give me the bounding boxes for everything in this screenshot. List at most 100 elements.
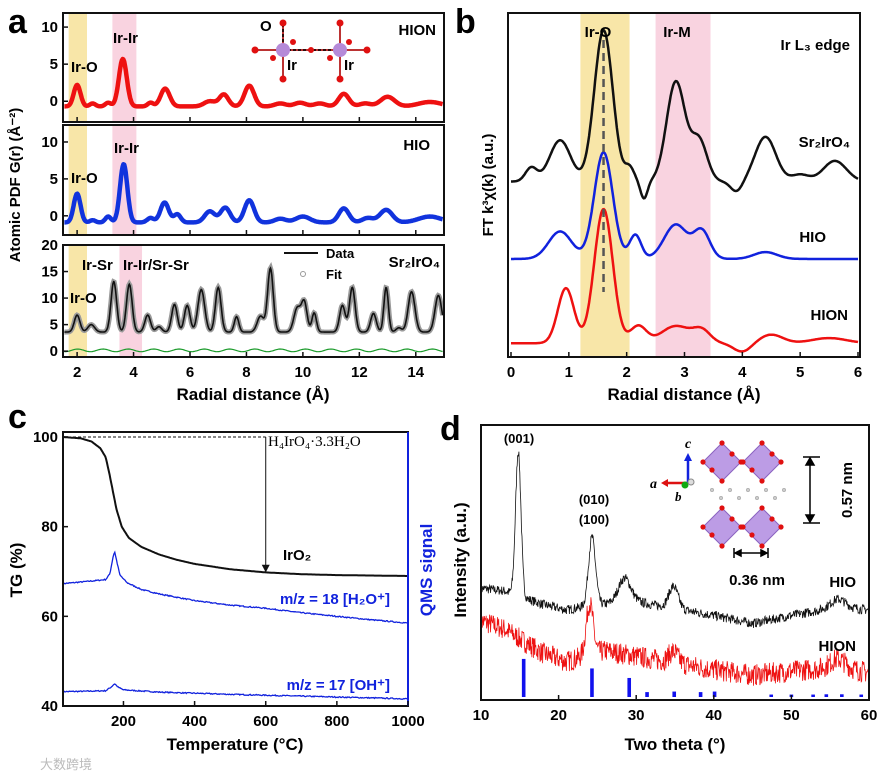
panel-a-pdf: 0 5 10 0 5 10 0 5 10 15 20 2 4 6 8 10 12 14 Radial distanc… xyxy=(7,12,446,404)
b-title: Ir L₃ edge xyxy=(781,37,850,54)
d-label-hion: HION xyxy=(819,638,857,655)
series-line-hio xyxy=(480,451,870,629)
b-x-tick-label: 0 xyxy=(507,364,515,381)
d-label-hio: HIO xyxy=(829,574,856,591)
oxygen-atom xyxy=(759,543,765,549)
c-y-tick-label: 60 xyxy=(41,608,58,625)
mass-loss-arrowhead xyxy=(261,564,270,573)
series-line-tg xyxy=(62,436,408,577)
interlayer-atom xyxy=(772,495,778,501)
interlayer-atom xyxy=(763,487,769,493)
d-x-tick-label: 50 xyxy=(783,707,800,724)
b-ir-o-label: Ir-O xyxy=(585,24,612,41)
oxygen-atom xyxy=(729,516,735,522)
d-x-tick-label: 60 xyxy=(861,707,878,724)
oxygen-atom xyxy=(719,543,725,549)
a-x2-tick-label: 6 xyxy=(186,364,194,381)
subplot-frame-1 xyxy=(62,124,445,236)
oxygen-atom xyxy=(759,440,765,446)
interlayer-atom xyxy=(718,495,724,501)
d-axis-c: c xyxy=(685,437,692,452)
d-x-tick-label: 40 xyxy=(705,707,722,724)
series-line-sr₂iro₄ xyxy=(511,28,859,200)
reference-stick xyxy=(521,658,526,697)
a-x2-tick-label: 2 xyxy=(73,364,81,381)
a-y2-tick-label: 20 xyxy=(41,237,58,254)
series-line-oh xyxy=(62,683,409,700)
b-x-tick-label: 5 xyxy=(796,364,804,381)
subplot-frame-0 xyxy=(62,12,445,123)
interlayer-atom xyxy=(745,487,751,493)
reference-stick xyxy=(672,691,677,697)
a-bot-name: Sr₂IrO₄ xyxy=(389,254,440,271)
a-y2-tick-label: 10 xyxy=(41,290,58,307)
oxygen-atom xyxy=(749,532,755,538)
oxygen-atom xyxy=(759,478,765,484)
b-ir-m-label: Ir-M xyxy=(663,24,691,41)
c-ylabel: TG (%) xyxy=(7,543,26,598)
dimension-arrows xyxy=(733,456,820,558)
d-axis-a: a xyxy=(650,477,657,492)
oxygen-atom xyxy=(709,532,715,538)
a-y2-tick-label: 5 xyxy=(50,317,58,334)
reference-stick xyxy=(627,677,632,697)
ir-o-ir-structure-icon xyxy=(251,19,371,83)
oxygen-atom xyxy=(719,478,725,484)
oxygen-atom xyxy=(769,516,775,522)
subplot-frame-2 xyxy=(62,244,445,358)
oxygen-atom xyxy=(778,459,784,465)
a-mid-ir-ir: Ir-Ir xyxy=(114,140,139,157)
d-peak-100: (100) xyxy=(579,512,609,527)
d-dist-a: 0.36 nm xyxy=(729,572,785,589)
series-line-hio xyxy=(511,150,858,261)
legend-fit-label: Fit xyxy=(326,267,343,282)
a-x2-tick-label: 4 xyxy=(129,364,138,381)
a-y1-tick-label: 0 xyxy=(50,208,58,225)
layered-octahedra-structure-icon xyxy=(700,440,787,549)
panel-letter-c: c xyxy=(8,398,27,436)
b-label-sr2iro4: Sr₂IrO₄ xyxy=(799,134,850,151)
panel-b-exafs: 0 1 2 3 4 5 6 Radial distance (Å) FT k³χ(k) (a.u… xyxy=(480,12,862,404)
c-precursor-label: H₄IrO₄·3.3H₂O xyxy=(268,434,361,450)
interlayer-atom xyxy=(709,487,715,493)
reference-stick xyxy=(811,694,815,697)
interlayer-atom xyxy=(754,495,760,501)
reference-stick xyxy=(769,694,774,697)
crystal-axes-icon xyxy=(661,453,695,489)
reference-stick xyxy=(859,694,864,697)
oxygen-atom xyxy=(719,440,725,446)
reference-stick xyxy=(698,692,703,697)
a-label-ir2: Ir xyxy=(344,57,354,74)
interlayer-atom xyxy=(781,487,787,493)
reference-stick xyxy=(645,692,649,697)
b-label-hion: HION xyxy=(811,307,849,324)
reference-stick xyxy=(824,694,829,697)
a-top-name: HION xyxy=(399,22,437,39)
c-y-tick-label: 80 xyxy=(41,519,58,536)
a-y0-tick-label: 0 xyxy=(50,93,58,110)
c-x-tick-label: 400 xyxy=(182,713,207,730)
b-ylabel: FT k³χ(k) (a.u.) xyxy=(480,134,497,237)
a-mid-name: HIO xyxy=(403,137,430,154)
a-ylabel: Atomic PDF G(r) (Å⁻²) xyxy=(7,108,24,263)
b-x-tick-label: 6 xyxy=(854,364,862,381)
c-y-tick-label: 100 xyxy=(33,429,58,446)
panel-letter-a: a xyxy=(8,3,28,41)
panel-d-xrd: 10 20 30 40 50 60 Two theta (°) Intensity (a.u.… xyxy=(451,424,878,754)
a-y1-tick-label: 5 xyxy=(50,171,58,188)
watermark: 大数跨境 xyxy=(40,758,92,773)
panel-letter-d: d xyxy=(440,410,461,448)
c-x-tick-label: 800 xyxy=(324,713,349,730)
b-label-hio: HIO xyxy=(799,229,826,246)
d-peak-001: (001) xyxy=(504,431,534,446)
a-xlabel: Radial distance (Å) xyxy=(176,385,329,404)
a-y0-tick-label: 5 xyxy=(50,56,58,73)
oxygen-atom xyxy=(700,459,706,465)
d-ylabel: Intensity (a.u.) xyxy=(451,502,470,617)
panel-letter-b: b xyxy=(455,3,476,41)
a-top-ir-o: Ir-O xyxy=(71,59,98,76)
a-top-ir-ir: Ir-Ir xyxy=(113,30,138,47)
c-y2label: QMS signal xyxy=(417,524,436,617)
a-y2-tick-label: 15 xyxy=(41,264,58,281)
